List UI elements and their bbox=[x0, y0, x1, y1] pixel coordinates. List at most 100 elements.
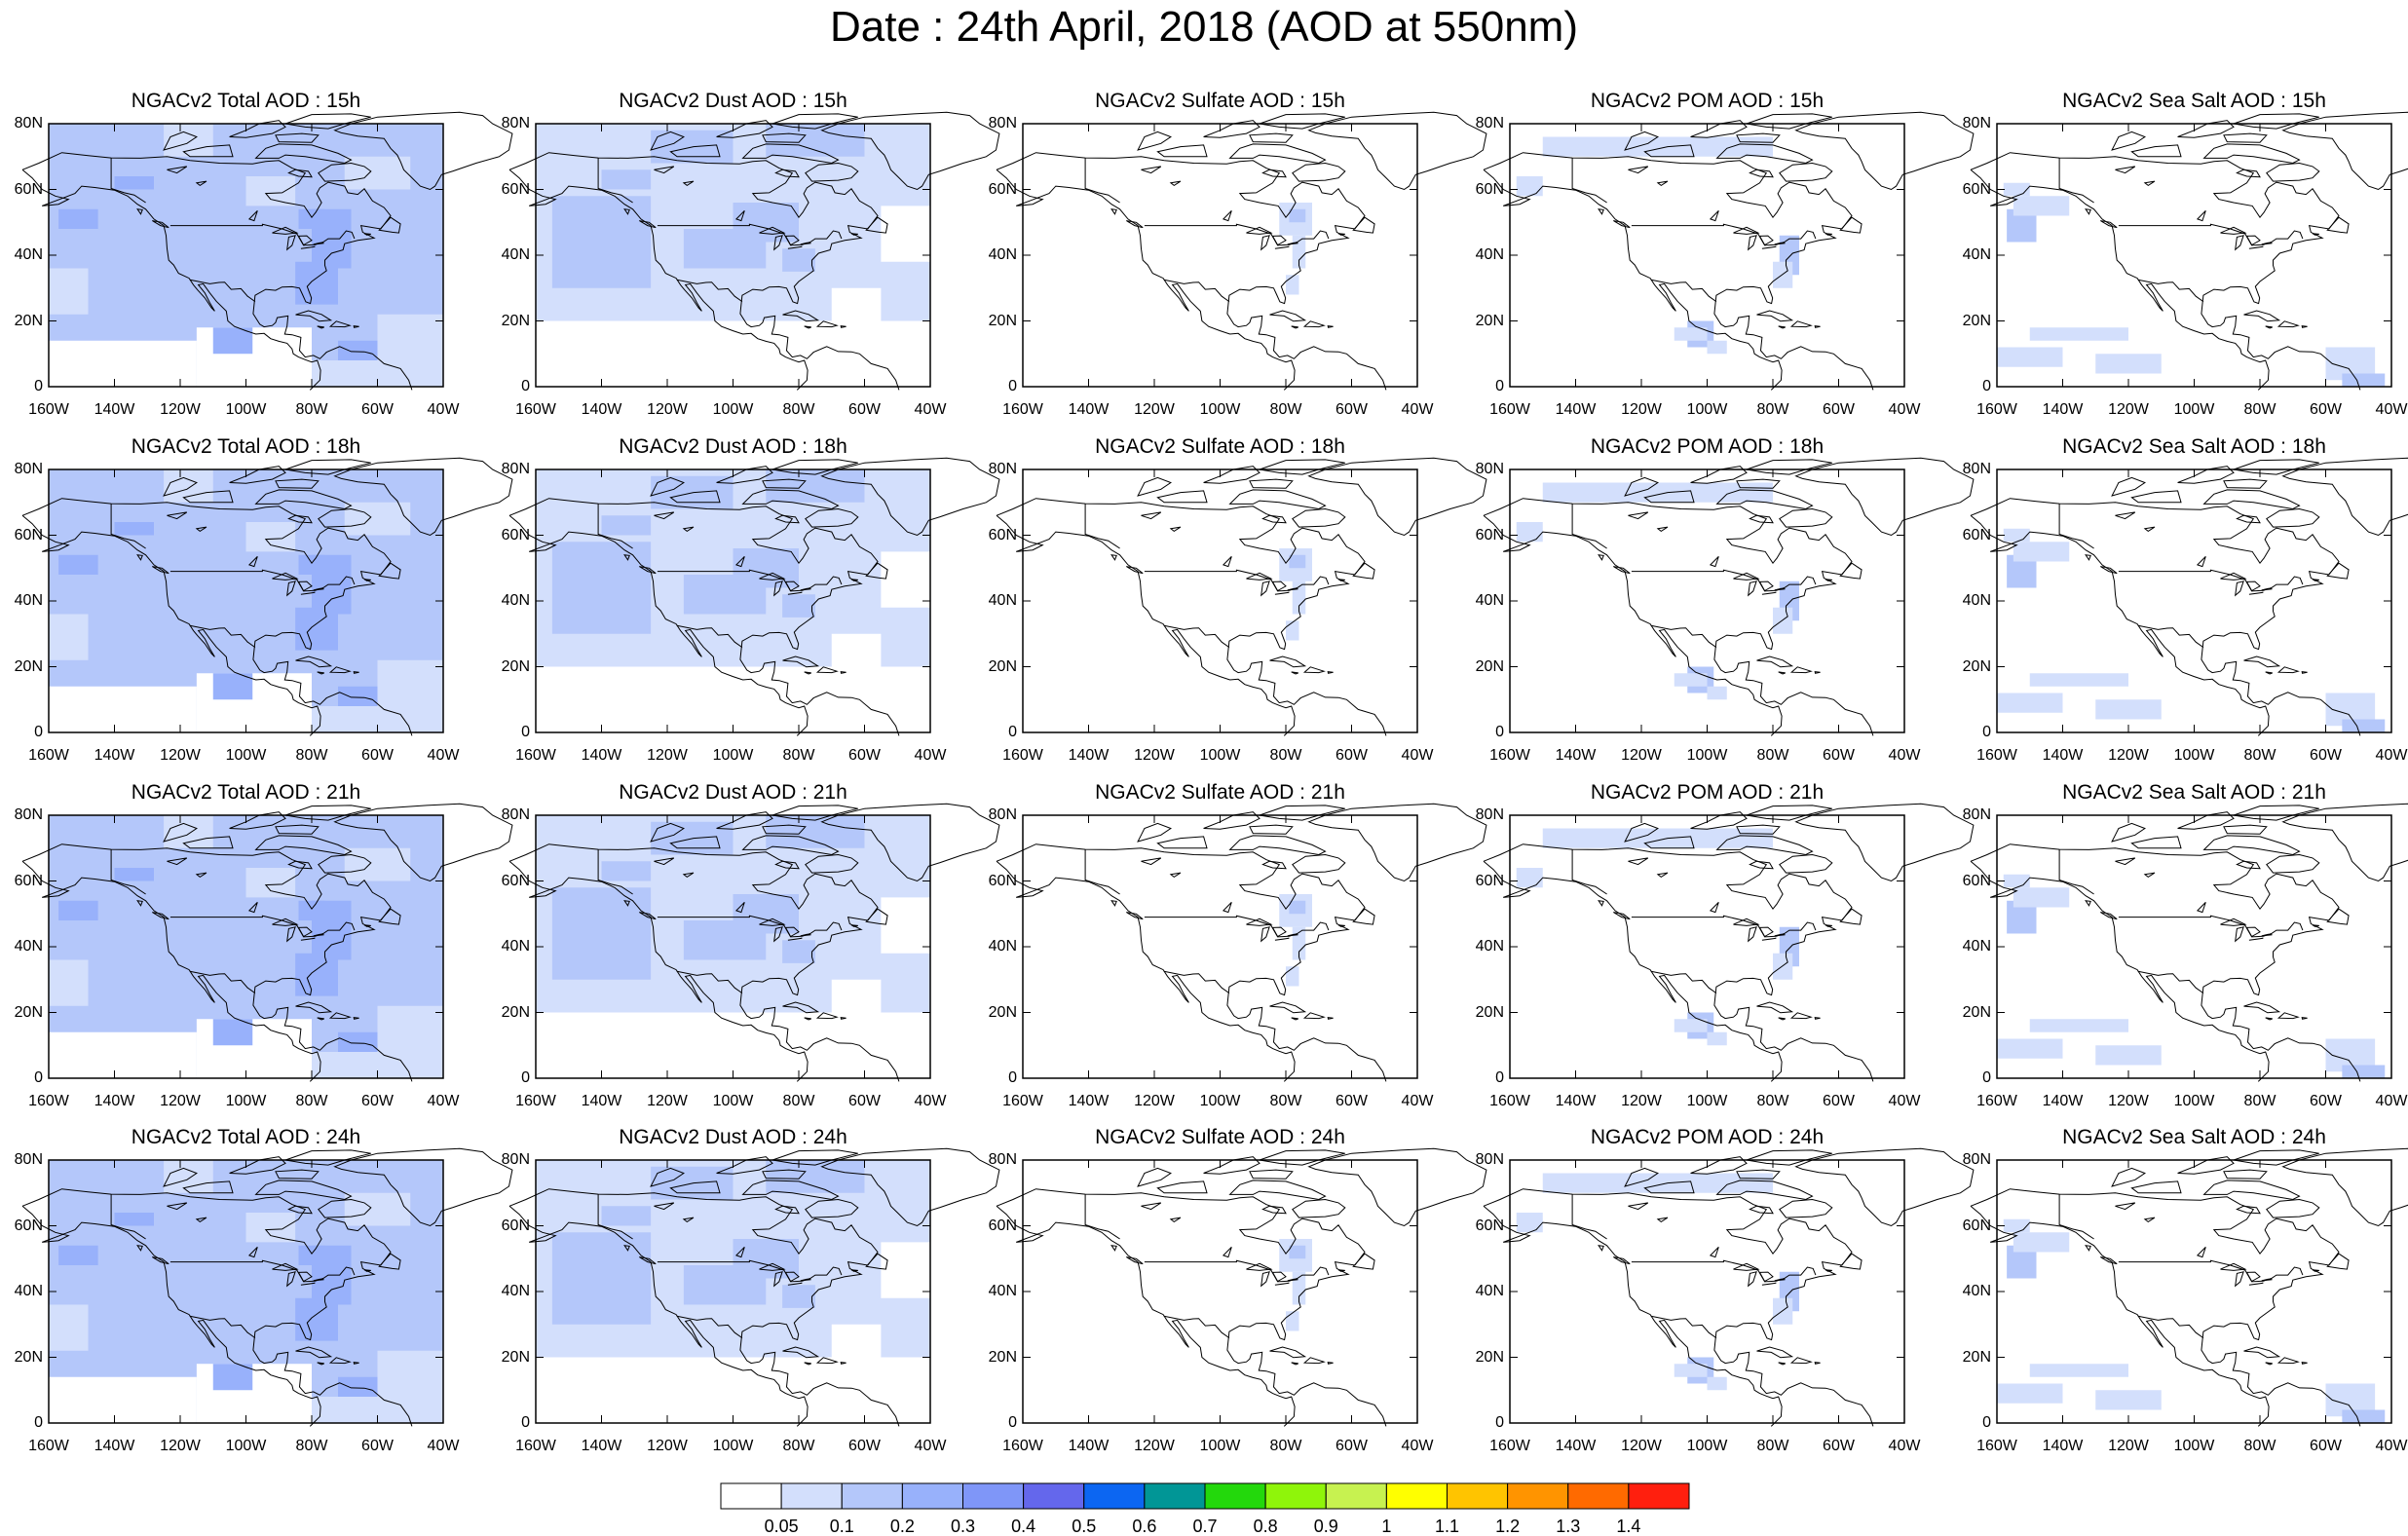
arctic-island bbox=[1261, 514, 1287, 524]
border-alaska bbox=[1571, 504, 1607, 549]
arctic-island bbox=[669, 836, 721, 849]
lat-tick-label: 60N bbox=[501, 180, 530, 198]
lon-tick-label: 160W bbox=[1489, 401, 1530, 418]
aod-cell bbox=[536, 673, 930, 732]
aod-cell bbox=[2029, 327, 2128, 341]
aod-cell bbox=[1997, 693, 2063, 713]
lake-outline bbox=[2261, 933, 2273, 937]
lat-tick-label: 60N bbox=[501, 872, 530, 889]
colorbar-label: 0.05 bbox=[764, 1517, 799, 1536]
island-outline bbox=[1327, 671, 1334, 674]
arctic-island bbox=[2111, 822, 2146, 843]
aod-cell bbox=[1289, 208, 1306, 223]
island-outline bbox=[1291, 1362, 1298, 1366]
arctic-island bbox=[1228, 835, 1327, 856]
island-outline bbox=[363, 924, 371, 927]
lake-outline bbox=[297, 581, 313, 592]
lake-outline bbox=[1271, 926, 1287, 938]
arctic-island bbox=[254, 835, 353, 856]
arctic-island bbox=[2130, 490, 2182, 504]
lon-tick-label: 40W bbox=[2375, 747, 2408, 764]
island-outline bbox=[2085, 900, 2091, 907]
lon-tick-label: 120W bbox=[1621, 747, 1662, 764]
lake-outline bbox=[1733, 918, 1760, 926]
lake-outline bbox=[286, 1271, 296, 1288]
lon-tick-label: 40W bbox=[427, 747, 460, 764]
lat-tick-label: 80N bbox=[1962, 1151, 1991, 1168]
island-outline bbox=[2326, 1253, 2350, 1270]
lake-outline bbox=[759, 226, 786, 235]
lon-tick-label: 100W bbox=[1199, 1438, 1241, 1454]
arctic-island bbox=[254, 1180, 353, 1201]
aod-cell bbox=[1674, 673, 1708, 687]
lon-tick-label: 140W bbox=[581, 1438, 622, 1454]
panel-title: NGACv2 Sea Salt AOD : 21h bbox=[2062, 781, 2326, 804]
aod-cell bbox=[1707, 686, 1727, 700]
lake-outline bbox=[313, 1278, 324, 1282]
lat-tick-label: 40N bbox=[1962, 592, 1991, 609]
colorbar-label: 0.4 bbox=[1011, 1517, 1036, 1536]
coastline-west bbox=[21, 169, 321, 391]
lon-tick-label: 100W bbox=[1199, 401, 1241, 418]
island-outline bbox=[1291, 325, 1298, 329]
lon-tick-label: 60W bbox=[361, 747, 394, 764]
lon-tick-label: 100W bbox=[225, 1093, 267, 1109]
island-outline bbox=[378, 216, 401, 234]
border-us-canada bbox=[2118, 223, 2304, 246]
arctic-island bbox=[1779, 1198, 1833, 1218]
panel-title: NGACv2 POM AOD : 18h bbox=[1590, 435, 1825, 458]
lon-tick-label: 140W bbox=[2042, 1093, 2084, 1109]
panel-title: NGACv2 Sulfate AOD : 24h bbox=[1095, 1126, 1345, 1148]
lake-outline bbox=[654, 1202, 675, 1211]
arctic-island bbox=[1137, 1167, 1172, 1187]
lake-outline bbox=[2115, 857, 2136, 866]
aod-cell bbox=[1542, 1173, 1773, 1193]
lake-outline bbox=[1656, 180, 1669, 187]
lon-tick-label: 100W bbox=[2173, 1093, 2215, 1109]
aod-field bbox=[1279, 894, 1312, 987]
coastline-east bbox=[1970, 843, 2361, 1082]
panel-title: NGACv2 Total AOD : 24h bbox=[131, 1126, 361, 1148]
lat-tick-label: 40N bbox=[501, 938, 530, 955]
arctic-island bbox=[741, 1180, 840, 1201]
lake-outline bbox=[1761, 937, 1777, 941]
coastline-west bbox=[508, 1205, 809, 1427]
lon-tick-label: 60W bbox=[1336, 1438, 1368, 1454]
lat-tick-label: 80N bbox=[14, 806, 43, 823]
aod-cell bbox=[377, 1350, 443, 1423]
lake-outline bbox=[195, 872, 207, 879]
lake-outline bbox=[247, 556, 258, 568]
arctic-island bbox=[287, 169, 313, 178]
aod-field bbox=[1997, 1218, 2386, 1423]
island-outline bbox=[1789, 666, 1813, 674]
aod-cell bbox=[782, 248, 815, 272]
arctic-island bbox=[182, 1180, 234, 1194]
aod-field bbox=[1516, 1173, 1799, 1391]
arctic-island bbox=[1715, 835, 1814, 856]
island-outline bbox=[1756, 1346, 1794, 1359]
arctic-island bbox=[2236, 169, 2261, 178]
border-us-mexico bbox=[1163, 970, 1230, 994]
lon-tick-label: 120W bbox=[1134, 1438, 1175, 1454]
lon-tick-label: 100W bbox=[225, 401, 267, 418]
colorbar-label: 1.3 bbox=[1556, 1517, 1581, 1536]
map-plot bbox=[21, 1147, 513, 1427]
lat-tick-label: 80N bbox=[14, 461, 43, 477]
lake-outline bbox=[1271, 235, 1287, 246]
aod-cell bbox=[2003, 874, 2030, 888]
island-outline bbox=[1269, 1346, 1307, 1359]
map-panel: NGACv2 POM AOD : 15h 0 20N 40N 60N 80N 160W 140… bbox=[1476, 90, 1975, 418]
lon-tick-label: 60W bbox=[848, 401, 881, 418]
aod-cell bbox=[1773, 1297, 1793, 1325]
island-outline bbox=[623, 900, 630, 907]
panel-title: NGACv2 Dust AOD : 18h bbox=[619, 435, 847, 458]
lon-tick-label: 40W bbox=[914, 1093, 947, 1109]
lon-tick-label: 140W bbox=[1068, 401, 1110, 418]
aod-cell bbox=[58, 554, 98, 575]
lon-tick-label: 140W bbox=[94, 1093, 135, 1109]
coastline-west bbox=[996, 514, 1296, 736]
arctic-island bbox=[1261, 1205, 1287, 1215]
island-outline bbox=[1291, 671, 1298, 675]
lon-tick-label: 40W bbox=[2375, 1093, 2408, 1109]
lon-tick-label: 60W bbox=[2310, 747, 2342, 764]
